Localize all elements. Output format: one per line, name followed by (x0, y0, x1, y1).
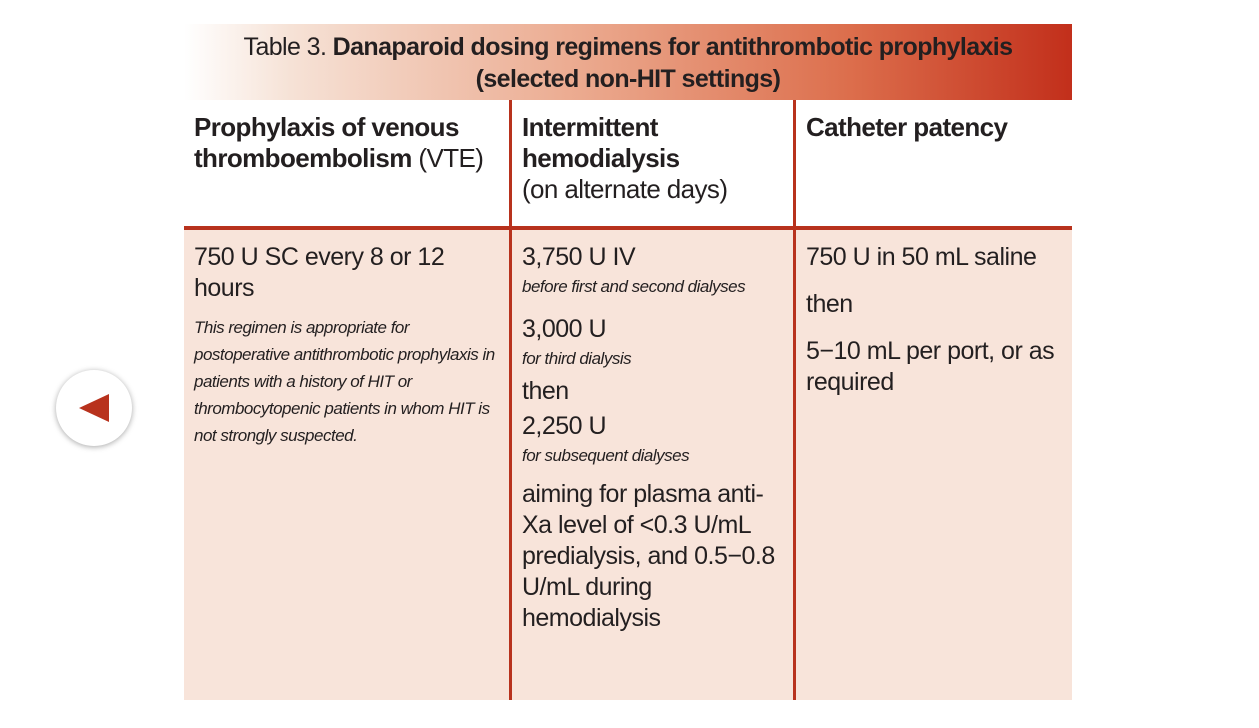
table-title-prefix: Table 3. (243, 33, 327, 61)
column-header-hemodialysis: Intermittent hemodialysis (on alternate … (522, 112, 787, 205)
hd-dose-1: 3,750 U IV (522, 243, 636, 271)
vte-note: This regimen is appropriate for postoper… (194, 318, 495, 445)
column-header-bold: Prophylaxis of venous thromboembolism (194, 112, 459, 173)
table-header-row (184, 100, 1072, 230)
vte-dose: 750 U SC every 8 or 12 hours (194, 243, 445, 302)
column-header-vte: Prophylaxis of venous thromboembolism (V… (194, 112, 504, 174)
hd-dose-3-note: for subsequent dialyses (522, 446, 690, 465)
table-body-row (184, 230, 1072, 700)
column-divider (793, 100, 796, 700)
table-title-main: Danaparoid dosing regimens for antithrom… (332, 33, 1013, 61)
column-divider (509, 100, 512, 700)
column-header-bold: Intermittent hemodialysis (522, 112, 680, 173)
hd-dose-2-note: for third dialysis (522, 349, 632, 368)
column-header-normal: (on alternate days) (522, 174, 728, 204)
catheter-dose: 750 U in 50 mL saline (806, 243, 1037, 271)
hd-then: then (522, 377, 569, 405)
back-button[interactable] (56, 370, 132, 446)
table-title: Table 3. Danaparoid dosing regimens for … (184, 24, 1072, 100)
hd-target: aiming for plasma anti-Xa level of <0.3 … (522, 480, 775, 632)
column-header-normal: (VTE) (418, 143, 484, 173)
cell-hemodialysis: 3,750 U IV before first and second dialy… (522, 242, 790, 634)
catheter-then: then (806, 290, 853, 318)
catheter-maintenance: 5−10 mL per port, or as required (806, 337, 1055, 396)
table-title-subtitle: (selected non-HIT settings) (475, 65, 781, 93)
hd-dose-3: 2,250 U (522, 412, 607, 440)
hd-dose-1-note: before first and second dialyses (522, 277, 746, 296)
left-triangle-arrow-icon (79, 394, 109, 422)
cell-vte: 750 U SC every 8 or 12 hours This regime… (194, 242, 506, 449)
column-header-bold: Catheter patency (806, 112, 1008, 142)
column-header-catheter: Catheter patency (806, 112, 1066, 143)
hd-dose-2: 3,000 U (522, 315, 607, 343)
cell-catheter: 750 U in 50 mL saline then 5−10 mL per p… (806, 242, 1068, 398)
dosing-table: Table 3. Danaparoid dosing regimens for … (184, 24, 1072, 700)
